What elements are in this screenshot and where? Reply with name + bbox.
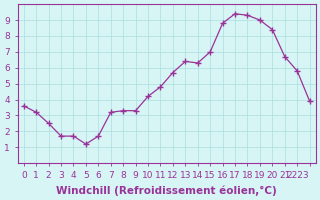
X-axis label: Windchill (Refroidissement éolien,°C): Windchill (Refroidissement éolien,°C) (56, 185, 277, 196)
